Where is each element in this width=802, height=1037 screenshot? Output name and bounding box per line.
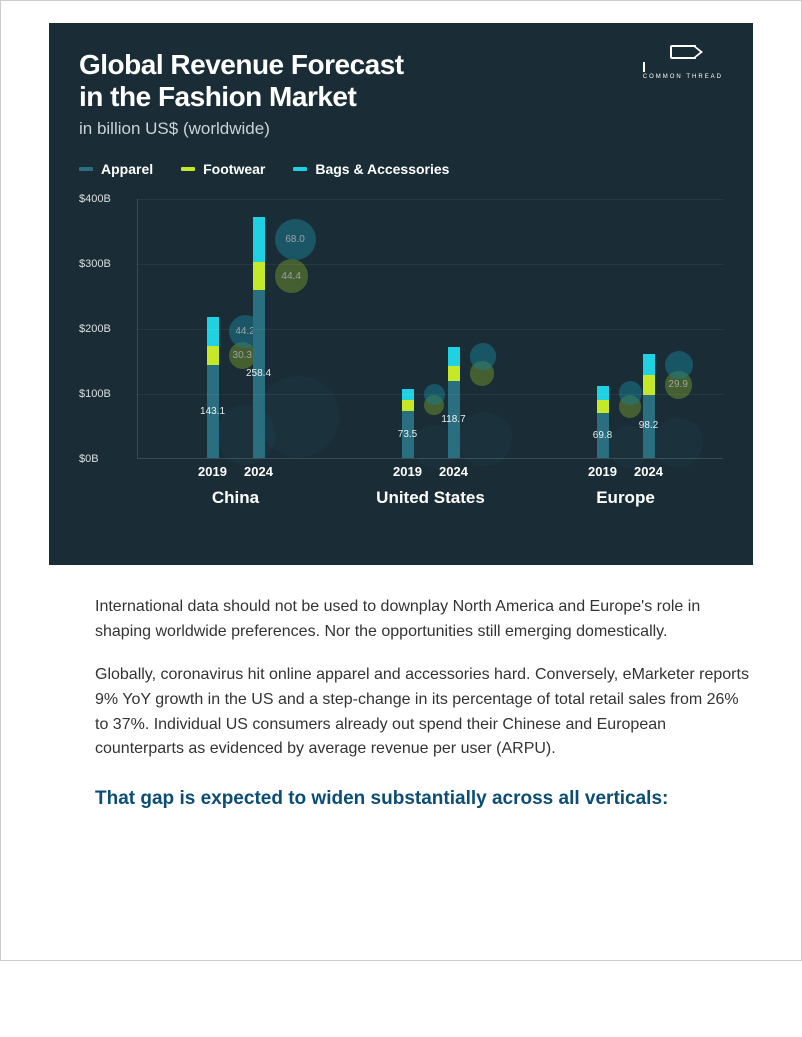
- legend-swatch-apparel: [79, 167, 93, 171]
- bubble-apparel-bg: [653, 418, 703, 468]
- bar-segment-bags: [448, 347, 460, 365]
- gridline: [137, 199, 723, 200]
- bar-segment-bags: [207, 317, 219, 346]
- year-label: 2024: [244, 464, 273, 479]
- region-label: United States: [333, 488, 528, 508]
- bar-segment-footwear: [253, 262, 265, 291]
- value-label-apparel: 118.7: [441, 414, 465, 425]
- legend-label-apparel: Apparel: [101, 161, 153, 177]
- stacked-bar: [448, 347, 460, 458]
- legend-item-bags: Bags & Accessories: [293, 161, 449, 177]
- plot: 143.130.344.22019258.444.468.02024China7…: [79, 193, 723, 483]
- year-label: 2019: [393, 464, 422, 479]
- stacked-bar: [643, 354, 655, 458]
- stacked-bar: [207, 317, 219, 458]
- chart-title: Global Revenue Forecastin the Fashion Ma…: [79, 49, 723, 113]
- bar-segment-footwear: [448, 366, 460, 382]
- page: COMMON THREAD Global Revenue Forecastin …: [1, 23, 801, 960]
- value-label-apparel: 98.2: [639, 420, 658, 431]
- bar-segment-footwear: [402, 400, 414, 410]
- region-label: Europe: [528, 488, 723, 508]
- stacked-bar: [597, 386, 609, 459]
- bubble-bags: 68.0: [275, 219, 316, 260]
- chart-subtitle: in billion US$ (worldwide): [79, 119, 723, 139]
- brand-text: COMMON THREAD: [643, 74, 723, 80]
- bubble-apparel-bg: [258, 376, 338, 456]
- y-tick: $300B: [79, 258, 111, 270]
- bubble-bags: [619, 381, 642, 404]
- year-label: 2024: [439, 464, 468, 479]
- gridline: [137, 329, 723, 330]
- chart-panel: COMMON THREAD Global Revenue Forecastin …: [49, 23, 753, 565]
- stacked-bar: [253, 217, 265, 458]
- year-label: 2019: [198, 464, 227, 479]
- legend-swatch-bags: [293, 167, 307, 171]
- flag-icon: [670, 45, 696, 59]
- bar-segment-footwear: [597, 400, 609, 413]
- bar-segment-footwear: [643, 375, 655, 394]
- flag-pole: [643, 62, 645, 72]
- value-label-apparel: 69.8: [593, 430, 612, 441]
- bottom-padding: [1, 810, 801, 960]
- legend-label-bags: Bags & Accessories: [315, 161, 449, 177]
- bar-segment-bags: [253, 217, 265, 261]
- paragraph-1: International data should not be used to…: [95, 595, 751, 645]
- y-tick: $0B: [79, 453, 99, 465]
- paragraph-2: Globally, coronavirus hit online apparel…: [95, 663, 751, 762]
- body-text: International data should not be used to…: [95, 595, 751, 762]
- bar-segment-footwear: [207, 346, 219, 366]
- brand-logo: COMMON THREAD: [643, 45, 723, 80]
- y-tick: $100B: [79, 388, 111, 400]
- region-label: China: [138, 488, 333, 508]
- gridline: [137, 264, 723, 265]
- legend-swatch-footwear: [181, 167, 195, 171]
- bubble-footwear: [470, 361, 494, 385]
- bubble-bags: [470, 343, 496, 369]
- bubble-footwear: [424, 395, 444, 415]
- y-tick: $400B: [79, 193, 111, 205]
- legend-item-apparel: Apparel: [79, 161, 153, 177]
- legend-item-footwear: Footwear: [181, 161, 265, 177]
- stacked-bar: [402, 389, 414, 459]
- value-label-apparel: 73.5: [398, 429, 417, 440]
- bubble-bags: [665, 351, 693, 379]
- bar-segment-bags: [597, 386, 609, 400]
- legend-label-footwear: Footwear: [203, 161, 265, 177]
- bar-segment-bags: [643, 354, 655, 375]
- year-label: 2024: [634, 464, 663, 479]
- value-label-apparel: 143.1: [200, 406, 225, 417]
- bubble-footwear: [619, 395, 641, 417]
- year-label: 2019: [588, 464, 617, 479]
- gridline: [137, 394, 723, 395]
- legend: Apparel Footwear Bags & Accessories: [79, 161, 723, 177]
- y-tick: $200B: [79, 323, 111, 335]
- emphasis-line: That gap is expected to widen substantia…: [95, 788, 751, 810]
- value-label-apparel: 258.4: [246, 368, 271, 379]
